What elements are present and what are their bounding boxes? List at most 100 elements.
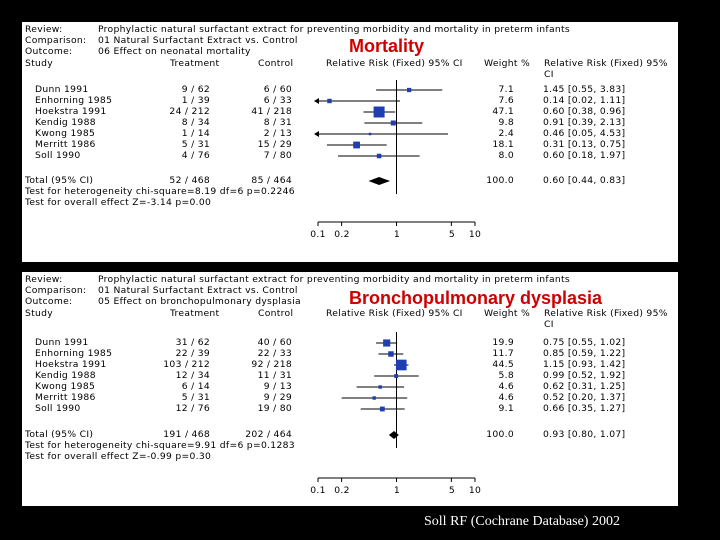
study-rr: 0.60 [0.38, 0.96] bbox=[543, 106, 626, 117]
study-control: 9 / 13 bbox=[263, 381, 292, 392]
x-tick-label: 0.2 bbox=[334, 229, 350, 240]
study-control: 7 / 80 bbox=[263, 150, 292, 161]
total-weight: 100.0 bbox=[486, 429, 514, 440]
study-name: Kwong 1985 bbox=[35, 381, 96, 392]
study-weight: 8.0 bbox=[498, 150, 514, 161]
study-weight: 7.6 bbox=[498, 95, 514, 106]
point-estimate-box bbox=[395, 359, 407, 371]
study-rr: 0.91 [0.39, 2.13] bbox=[543, 117, 626, 128]
study-weight: 5.8 bbox=[498, 370, 514, 381]
review-label: Review: bbox=[25, 274, 63, 285]
study-treatment: 5 / 31 bbox=[181, 392, 210, 403]
study-rr: 0.14 [0.02, 1.11] bbox=[543, 95, 626, 106]
point-estimate-box bbox=[379, 406, 385, 412]
study-name: Kendig 1988 bbox=[35, 370, 96, 381]
outcome-label: Outcome: bbox=[25, 46, 73, 57]
x-tick-label: 5 bbox=[448, 485, 456, 496]
total-weight: 100.0 bbox=[486, 175, 514, 186]
study-name: Kendig 1988 bbox=[35, 117, 96, 128]
study-name: Kwong 1985 bbox=[35, 128, 96, 139]
forest-panel-bpd: Review: Prophylactic natural surfactant … bbox=[22, 272, 678, 506]
header-control: Control bbox=[258, 58, 294, 69]
review-label: Review: bbox=[25, 24, 63, 35]
x-tick-label: 10 bbox=[468, 229, 482, 240]
study-treatment: 103 / 212 bbox=[163, 359, 210, 370]
study-control: 2 / 13 bbox=[263, 128, 292, 139]
study-treatment: 8 / 34 bbox=[181, 117, 210, 128]
x-tick-label: 1 bbox=[393, 229, 401, 240]
study-treatment: 1 / 39 bbox=[181, 95, 210, 106]
point-estimate-box bbox=[373, 106, 385, 118]
pooled-estimate-diamond bbox=[368, 177, 391, 185]
study-name: Dunn 1991 bbox=[35, 84, 89, 95]
header-control: Control bbox=[258, 308, 294, 319]
study-weight: 11.7 bbox=[492, 348, 514, 359]
study-treatment: 5 / 31 bbox=[181, 139, 210, 150]
point-estimate-box bbox=[394, 374, 399, 378]
study-treatment: 22 / 39 bbox=[175, 348, 210, 359]
outcome-value: 05 Effect on bronchopulmonary dysplasia bbox=[98, 296, 301, 307]
study-name: Enhorning 1985 bbox=[35, 348, 113, 359]
overlay-title-bpd: Bronchopulmonary dysplasia bbox=[349, 288, 603, 308]
study-weight: 2.4 bbox=[498, 128, 514, 139]
study-weight: 47.1 bbox=[492, 106, 514, 117]
point-estimate-box bbox=[378, 385, 382, 389]
comparison-value: 01 Natural Surfactant Extract vs. Contro… bbox=[98, 285, 298, 296]
study-treatment: 1 / 14 bbox=[181, 128, 210, 139]
total-rr: 0.60 [0.44, 0.83] bbox=[543, 175, 626, 186]
overlay-title-mortality: Mortality bbox=[349, 36, 425, 56]
x-tick-label: 1 bbox=[393, 485, 401, 496]
study-treatment: 24 / 212 bbox=[169, 106, 210, 117]
header-rr: Relative Risk (Fixed) 95% CI bbox=[326, 308, 463, 319]
study-weight: 18.1 bbox=[492, 139, 514, 150]
header-treatment: Treatment bbox=[170, 308, 220, 319]
forest-panel-mortality: Review: Prophylactic natural surfactant … bbox=[22, 22, 678, 262]
study-rr: 0.60 [0.18, 1.97] bbox=[543, 150, 626, 161]
study-control: 92 / 218 bbox=[251, 359, 292, 370]
header-rr-ci-2: CI bbox=[544, 69, 554, 80]
study-control: 6 / 33 bbox=[263, 95, 292, 106]
review-value: Prophylactic natural surfactant extract … bbox=[98, 274, 571, 285]
study-name: Hoekstra 1991 bbox=[35, 359, 107, 370]
study-control: 9 / 29 bbox=[263, 392, 292, 403]
x-tick-label: 5 bbox=[448, 229, 456, 240]
total-treatment: 52 / 468 bbox=[169, 175, 210, 186]
comparison-value: 01 Natural Surfactant Extract vs. Contro… bbox=[98, 35, 298, 46]
point-estimate-box bbox=[390, 120, 396, 126]
header-rr-ci: Relative Risk (Fixed) 95% bbox=[544, 58, 668, 69]
point-estimate-box bbox=[388, 351, 394, 357]
study-control: 15 / 29 bbox=[257, 139, 292, 150]
study-treatment: 4 / 76 bbox=[181, 150, 210, 161]
point-estimate-box bbox=[383, 339, 391, 347]
study-rr: 1.45 [0.55, 3.83] bbox=[543, 84, 626, 95]
study-name: Hoekstra 1991 bbox=[35, 106, 107, 117]
study-control: 8 / 31 bbox=[263, 117, 292, 128]
total-control: 85 / 464 bbox=[251, 175, 292, 186]
x-tick-label: 10 bbox=[468, 485, 482, 496]
header-weight: Weight % bbox=[484, 308, 531, 319]
ci-arrow-left bbox=[314, 131, 319, 137]
study-weight: 9.1 bbox=[498, 403, 514, 414]
study-control: 41 / 218 bbox=[251, 106, 292, 117]
study-rr: 0.99 [0.52, 1.92] bbox=[543, 370, 626, 381]
total-control: 202 / 464 bbox=[245, 429, 292, 440]
header-weight: Weight % bbox=[484, 58, 531, 69]
study-rr: 0.31 [0.13, 0.75] bbox=[543, 139, 626, 150]
x-tick-label: 0.1 bbox=[310, 229, 326, 240]
study-rr: 0.66 [0.35, 1.27] bbox=[543, 403, 626, 414]
source-caption: Soll RF (Cochrane Database) 2002 bbox=[424, 514, 620, 529]
overall-effect-test: Test for overall effect Z=-0.99 p=0.30 bbox=[25, 451, 212, 462]
study-weight: 7.1 bbox=[498, 84, 514, 95]
point-estimate-box bbox=[372, 396, 376, 400]
study-treatment: 31 / 62 bbox=[175, 337, 210, 348]
study-name: Soll 1990 bbox=[35, 150, 81, 161]
study-treatment: 9 / 62 bbox=[181, 84, 210, 95]
outcome-value: 06 Effect on neonatal mortality bbox=[98, 46, 251, 57]
study-rr: 0.52 [0.20, 1.37] bbox=[543, 392, 626, 403]
study-weight: 4.6 bbox=[498, 381, 514, 392]
point-estimate-box bbox=[353, 141, 360, 149]
overall-effect-test: Test for overall effect Z=-3.14 p=0.00 bbox=[25, 197, 212, 208]
study-rr: 0.62 [0.31, 1.25] bbox=[543, 381, 626, 392]
review-value: Prophylactic natural surfactant extract … bbox=[98, 24, 571, 35]
header-rr-ci-2: CI bbox=[544, 319, 554, 330]
